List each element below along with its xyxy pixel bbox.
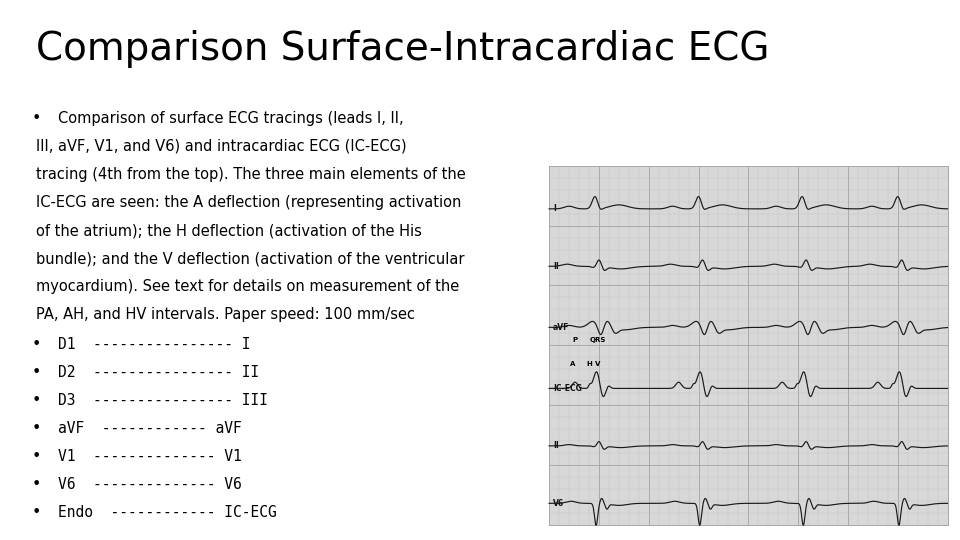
Text: IC-ECG: IC-ECG xyxy=(553,384,582,393)
Text: D2  ---------------- II: D2 ---------------- II xyxy=(58,365,259,380)
Text: •: • xyxy=(32,505,41,520)
Text: V1  -------------- V1: V1 -------------- V1 xyxy=(58,449,241,464)
Text: IC-ECG are seen: the A deflection (representing activation: IC-ECG are seen: the A deflection (repre… xyxy=(36,195,462,210)
Text: of the atrium); the H deflection (activation of the His: of the atrium); the H deflection (activa… xyxy=(36,223,422,238)
Text: PA, AH, and HV intervals. Paper speed: 100 mm/sec: PA, AH, and HV intervals. Paper speed: 1… xyxy=(36,307,416,322)
Text: A: A xyxy=(570,361,576,367)
Text: II: II xyxy=(553,262,559,271)
Text: Comparison Surface-Intracardiac ECG: Comparison Surface-Intracardiac ECG xyxy=(36,30,770,68)
Text: Endo  ------------ IC-ECG: Endo ------------ IC-ECG xyxy=(58,505,276,520)
Text: P: P xyxy=(572,336,578,342)
Text: Comparison of surface ECG tracings (leads I, II,: Comparison of surface ECG tracings (lead… xyxy=(58,111,403,126)
Text: •: • xyxy=(32,111,41,126)
Text: tracing (4th from the top). The three main elements of the: tracing (4th from the top). The three ma… xyxy=(36,167,467,182)
Text: QRS: QRS xyxy=(589,336,606,342)
Text: I: I xyxy=(553,204,556,213)
Text: D1  ---------------- I: D1 ---------------- I xyxy=(58,337,251,352)
Text: •: • xyxy=(32,449,41,464)
Text: H: H xyxy=(587,361,591,367)
Text: bundle); and the V deflection (activation of the ventricular: bundle); and the V deflection (activatio… xyxy=(36,251,465,266)
Text: II: II xyxy=(553,441,559,450)
Text: D3  ---------------- III: D3 ---------------- III xyxy=(58,393,268,408)
Text: V6: V6 xyxy=(553,499,564,508)
Text: •: • xyxy=(32,421,41,436)
Text: •: • xyxy=(32,477,41,492)
Text: •: • xyxy=(32,365,41,380)
Text: V6  -------------- V6: V6 -------------- V6 xyxy=(58,477,241,492)
Text: V: V xyxy=(595,361,600,367)
Text: III, aVF, V1, and V6) and intracardiac ECG (IC-ECG): III, aVF, V1, and V6) and intracardiac E… xyxy=(36,139,407,154)
Text: myocardium). See text for details on measurement of the: myocardium). See text for details on mea… xyxy=(36,279,460,294)
Text: •: • xyxy=(32,393,41,408)
Text: aVF: aVF xyxy=(553,323,569,332)
Text: aVF  ------------ aVF: aVF ------------ aVF xyxy=(58,421,241,436)
Text: •: • xyxy=(32,337,41,352)
Bar xyxy=(549,166,948,525)
